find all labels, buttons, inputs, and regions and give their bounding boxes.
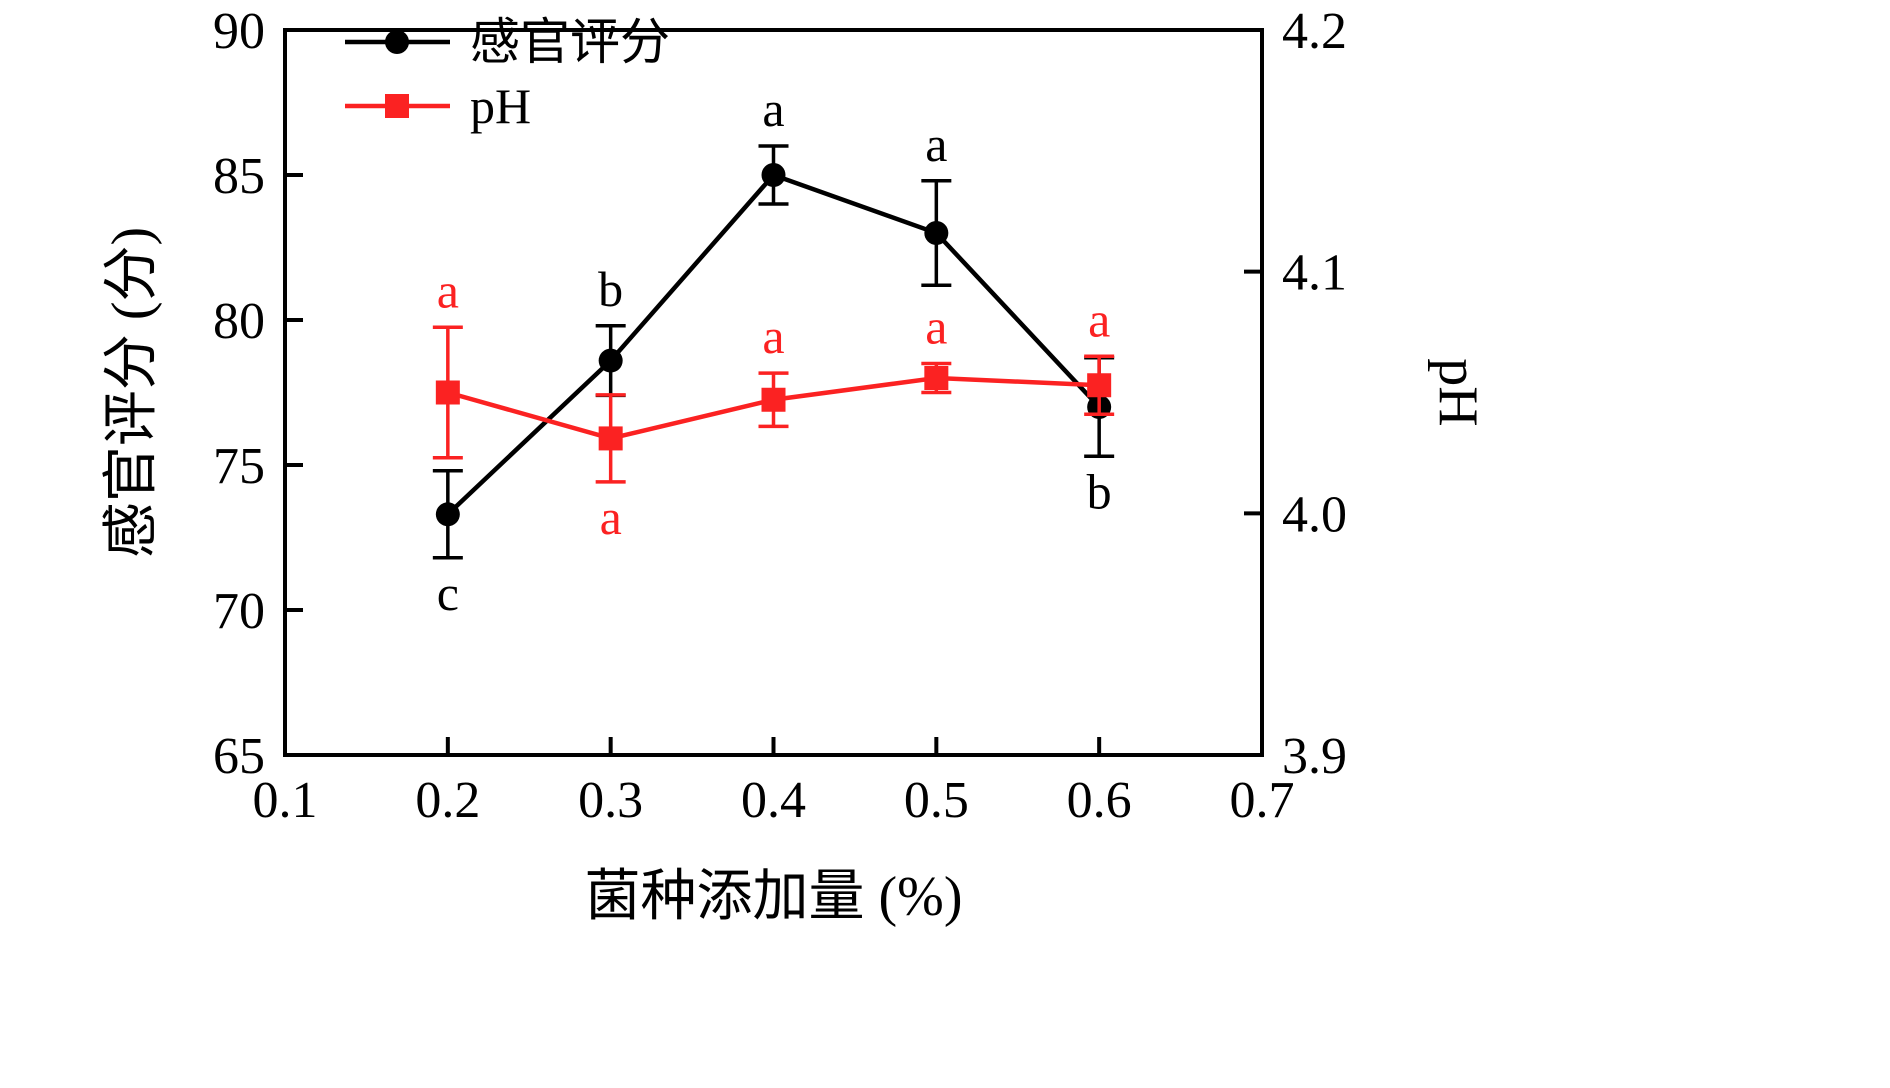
x-tick-label: 0.1 xyxy=(253,772,318,829)
y-left-tick-label: 75 xyxy=(213,438,265,495)
y-left-tick-label: 70 xyxy=(213,583,265,640)
significance-label: a xyxy=(925,116,947,172)
y-right-tick-label: 3.9 xyxy=(1282,728,1347,785)
significance-label: a xyxy=(437,262,459,318)
significance-label: c xyxy=(437,565,459,621)
y-right-tick-label: 4.2 xyxy=(1282,3,1347,60)
legend-marker-circle xyxy=(385,30,409,54)
data-point-circle xyxy=(598,348,623,373)
data-point-square xyxy=(761,387,786,412)
x-tick-label: 0.7 xyxy=(1230,772,1295,829)
y-left-axis-title: 感官评分 (分) xyxy=(101,227,163,558)
data-point-circle xyxy=(924,221,949,245)
x-tick-label: 0.5 xyxy=(904,772,969,829)
significance-label: b xyxy=(1087,463,1112,519)
significance-label: a xyxy=(600,489,622,545)
significance-label: a xyxy=(762,81,784,137)
series-ph xyxy=(432,325,1115,484)
x-tick-label: 0.6 xyxy=(1067,772,1132,829)
y-right-axis-title: pH xyxy=(1427,358,1489,426)
y-left-tick-label: 80 xyxy=(213,293,265,350)
y-right-tick-label: 4.1 xyxy=(1282,245,1347,302)
data-point-square xyxy=(924,366,949,390)
significance-label: a xyxy=(925,299,947,355)
y-left-tick-label: 65 xyxy=(213,728,265,785)
data-point-square xyxy=(435,380,460,405)
significance-label: a xyxy=(762,308,784,364)
significance-label: b xyxy=(598,261,623,317)
legend-label: 感官评分 xyxy=(470,14,670,70)
y-left-tick-label: 85 xyxy=(213,148,265,205)
x-tick-label: 0.2 xyxy=(415,772,480,829)
legend-marker-square xyxy=(385,94,409,118)
data-point-square xyxy=(1087,373,1112,398)
y-left-tick-label: 90 xyxy=(213,3,265,60)
significance-label: a xyxy=(1088,291,1110,347)
legend xyxy=(345,30,450,118)
x-tick-label: 0.4 xyxy=(741,772,806,829)
data-point-square xyxy=(598,426,623,451)
data-point-circle xyxy=(435,502,460,527)
data-point-circle xyxy=(761,163,786,187)
legend-label: pH xyxy=(470,78,531,134)
y-right-tick-label: 4.0 xyxy=(1282,486,1347,543)
x-tick-label: 0.3 xyxy=(578,772,643,829)
x-axis-title: 菌种添加量 (%) xyxy=(585,866,963,928)
